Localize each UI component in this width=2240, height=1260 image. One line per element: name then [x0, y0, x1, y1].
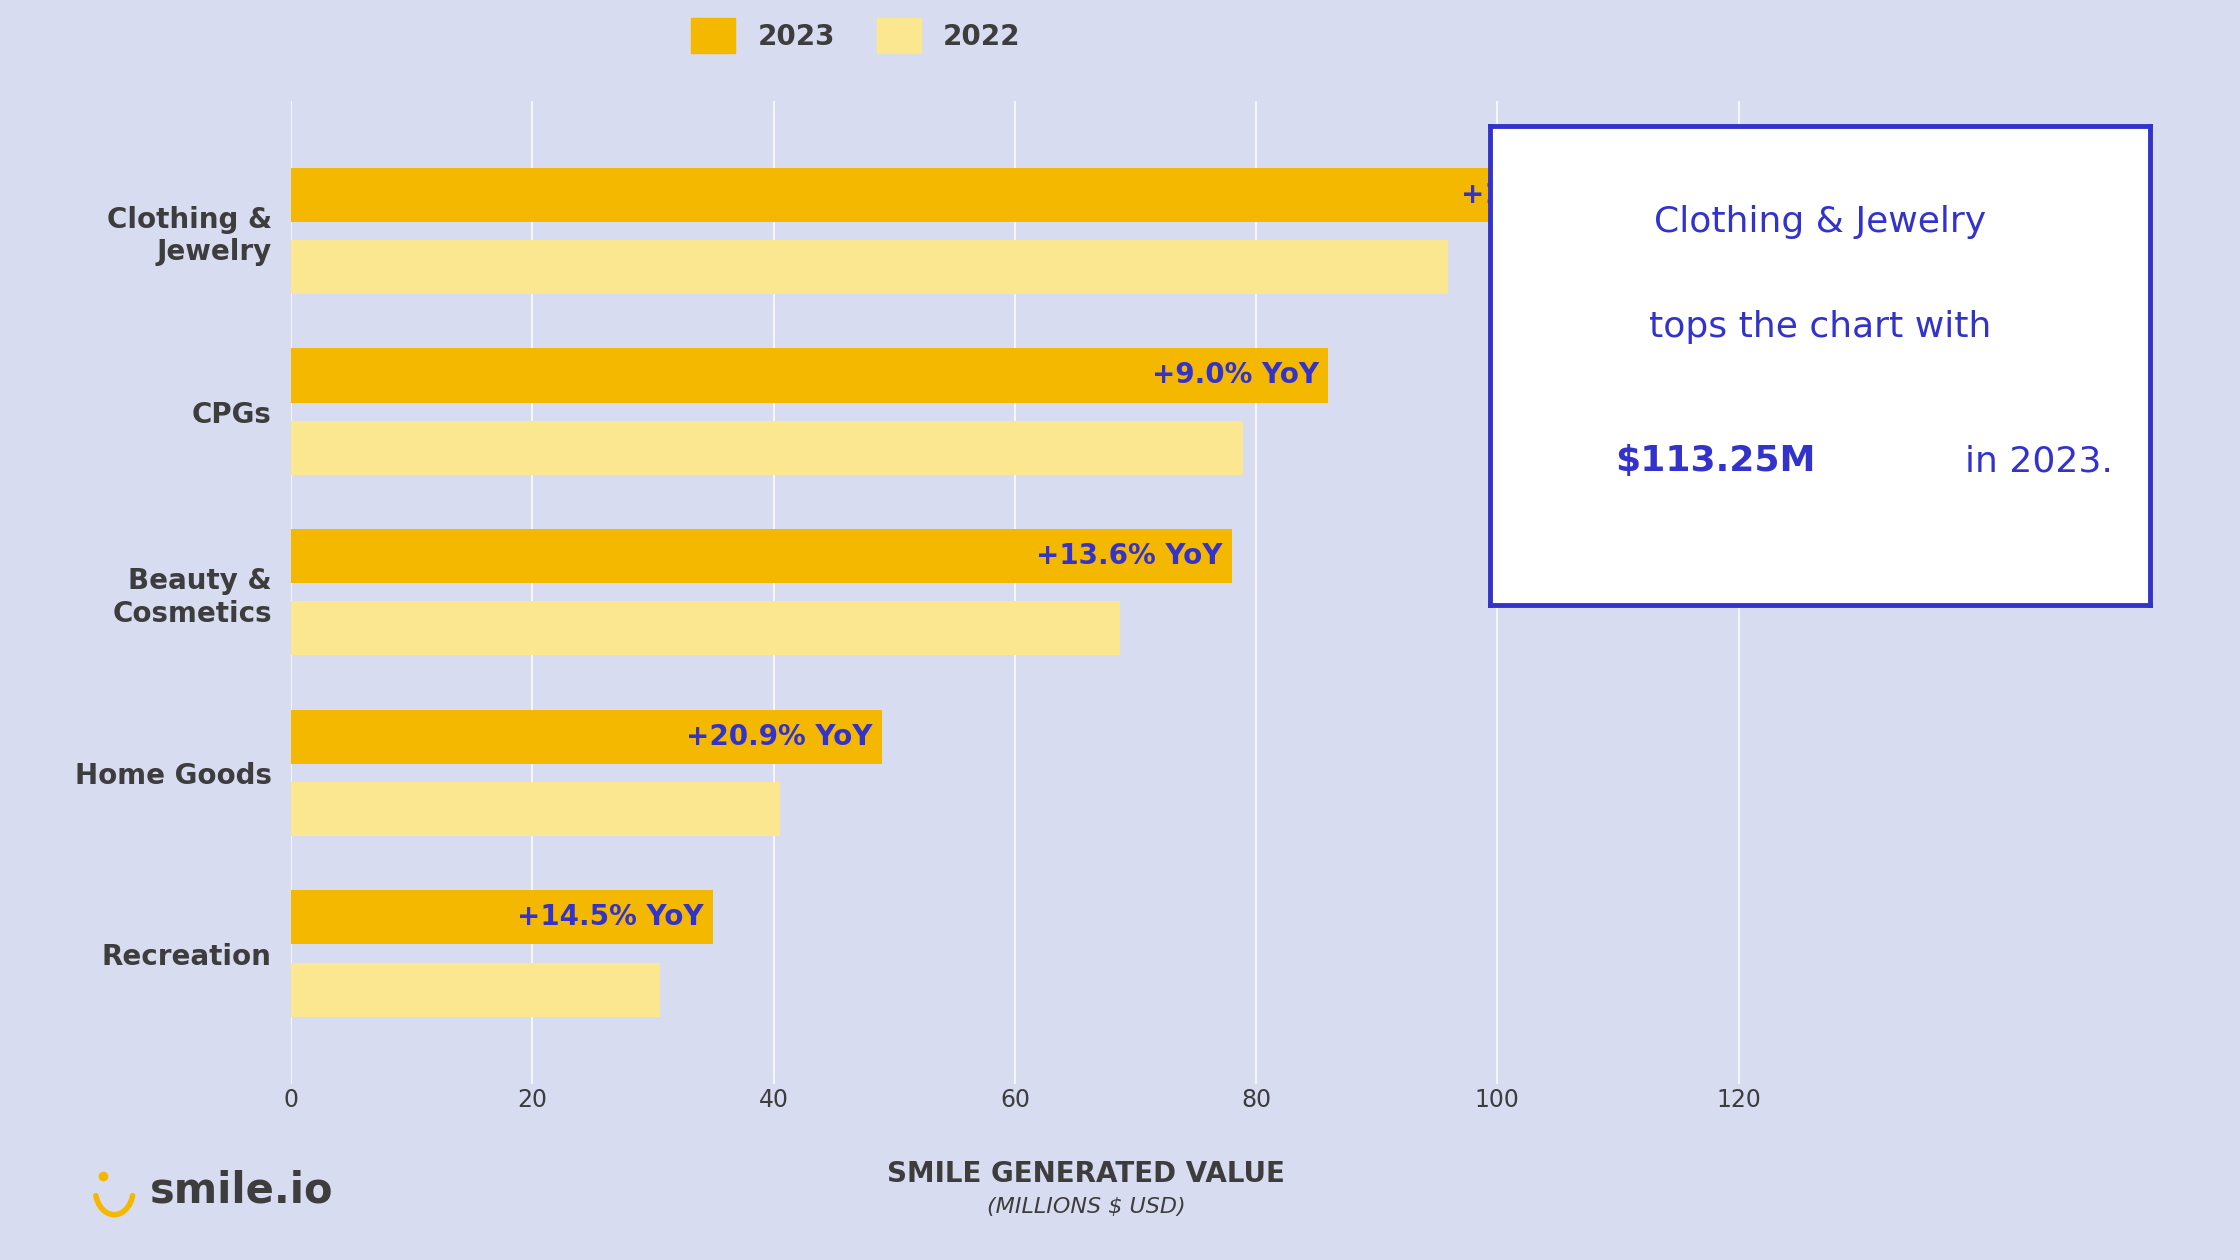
Text: smile.io: smile.io: [150, 1169, 334, 1212]
Bar: [291, 601, 1120, 655]
Bar: [291, 891, 712, 945]
Text: (MILLIONS $ USD): (MILLIONS $ USD): [988, 1197, 1185, 1217]
Text: $113.25M: $113.25M: [1615, 445, 1817, 478]
Bar: [291, 963, 661, 1017]
Text: +13.6% YoY: +13.6% YoY: [1035, 542, 1223, 570]
Bar: [291, 709, 883, 764]
Bar: [291, 239, 1447, 294]
Text: in 2023.: in 2023.: [1964, 445, 2112, 478]
Bar: [291, 421, 1243, 475]
Text: tops the chart with: tops the chart with: [1649, 310, 1991, 344]
Bar: [291, 529, 1232, 583]
Text: Clothing & Jewelry: Clothing & Jewelry: [1653, 205, 1987, 238]
Text: +20.9% YoY: +20.9% YoY: [685, 723, 874, 751]
Text: +14.5% YoY: +14.5% YoY: [517, 903, 703, 931]
Bar: [291, 348, 1328, 402]
Text: +18.1% YoY: +18.1% YoY: [1460, 180, 1646, 209]
Text: SMILE GENERATED VALUE: SMILE GENERATED VALUE: [887, 1160, 1286, 1188]
Bar: [291, 168, 1658, 222]
Bar: [291, 782, 780, 837]
Text: +9.0% YoY: +9.0% YoY: [1151, 362, 1319, 389]
Legend: 2023, 2022: 2023, 2022: [679, 6, 1033, 64]
